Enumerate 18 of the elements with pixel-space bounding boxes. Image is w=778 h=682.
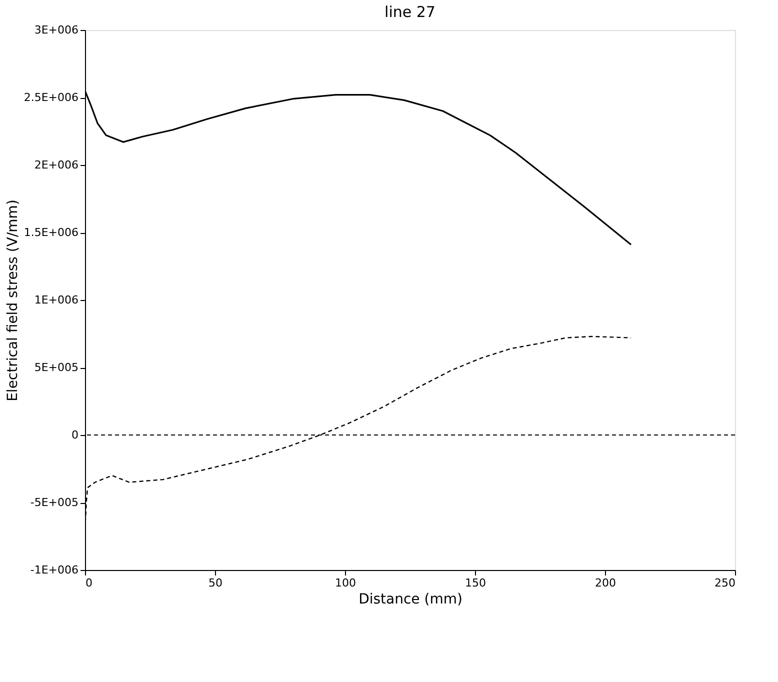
x-tick-label: 0 — [86, 576, 92, 590]
x-axis-title: Distance (mm) — [358, 592, 462, 608]
x-tick-label: 50 — [208, 576, 222, 590]
y-tick-label: 5E+005 — [34, 361, 78, 374]
y-tick-label: -1E+006 — [30, 564, 78, 576]
x-tick-label: 150 — [465, 576, 486, 590]
y-tick-label: 2.5E+006 — [24, 91, 78, 104]
x-tick-label: 200 — [595, 576, 616, 590]
y-tick-label: 1E+006 — [34, 294, 78, 306]
y-tick-label: 3E+006 — [34, 24, 78, 36]
x-tick-label: 100 — [335, 576, 356, 590]
y-tick-label: 1.5E+006 — [24, 226, 78, 239]
y-tick-label: 2E+006 — [34, 158, 78, 172]
x-tick-label: 250 — [714, 576, 736, 590]
y-tick-label: 0 — [72, 428, 78, 442]
y-tick-label: -5E+005 — [30, 496, 78, 509]
y-axis-title: Electrical field stress (V/mm) — [4, 200, 21, 402]
chart-title: line 27 — [384, 3, 436, 21]
